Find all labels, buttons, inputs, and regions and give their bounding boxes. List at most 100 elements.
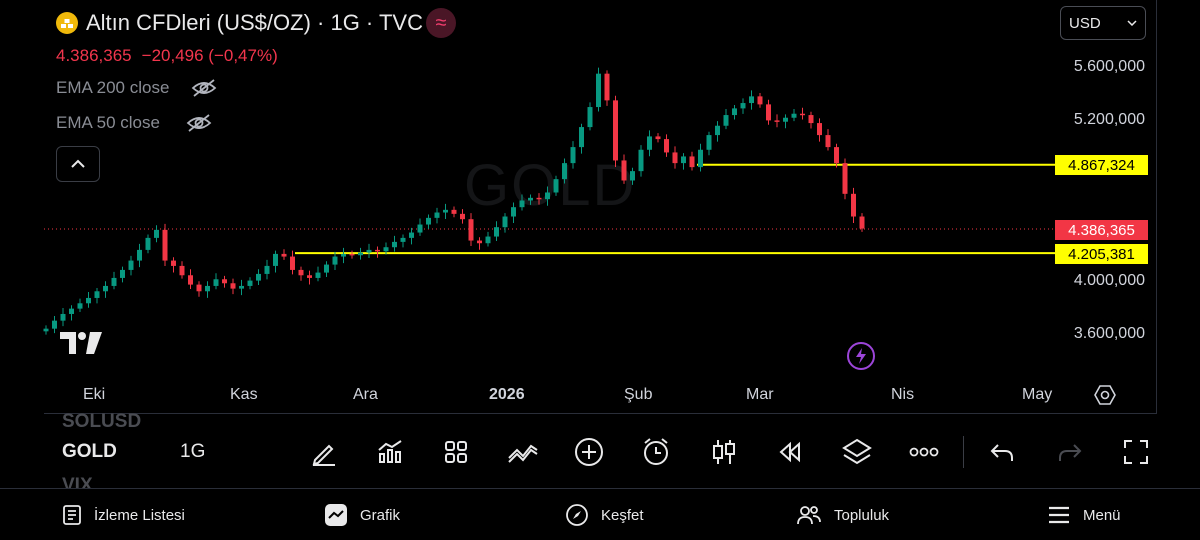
candle-body <box>43 328 49 332</box>
gold-bars-icon <box>56 12 78 34</box>
chart-border <box>44 413 1156 414</box>
candle-body <box>332 256 338 265</box>
undo-icon[interactable] <box>984 434 1020 470</box>
symbol-watermark: GOLD <box>464 153 637 218</box>
candle-body <box>783 117 788 122</box>
candle-body <box>647 136 652 150</box>
x-tick-label: Eki <box>83 386 106 403</box>
interval-selector[interactable]: 1G <box>180 441 206 462</box>
candle-body <box>451 209 457 214</box>
candle-body <box>732 108 737 116</box>
resistance-price-tag: 4.867,324 <box>1055 155 1148 175</box>
candle-body <box>851 193 856 217</box>
candle-body <box>213 279 219 286</box>
candle-body <box>188 275 193 285</box>
nav-community[interactable]: Topluluk <box>796 497 889 533</box>
replay-icon[interactable] <box>772 434 808 470</box>
support-price-tag: 4.205,381 <box>1055 244 1148 264</box>
nav-label: Grafik <box>360 506 401 524</box>
indicators-icon[interactable] <box>372 434 408 470</box>
candle-body <box>273 253 278 266</box>
nav-watchlist[interactable]: İzleme Listesi <box>62 497 185 533</box>
candle-body <box>60 313 66 321</box>
chevron-up-icon <box>71 159 85 168</box>
candle-body <box>553 179 559 193</box>
lightning-icon[interactable] <box>847 342 875 370</box>
candle-body <box>375 249 380 252</box>
candle-body <box>171 260 176 266</box>
candle-body <box>222 279 227 284</box>
candle-body <box>256 273 261 281</box>
candle-type-icon[interactable] <box>706 434 742 470</box>
layers-icon[interactable] <box>839 434 875 470</box>
candle-body <box>689 156 695 168</box>
candle-body <box>655 136 661 140</box>
candle-body <box>315 272 321 278</box>
chart-settings-icon[interactable] <box>1094 384 1116 411</box>
alarm-icon[interactable] <box>638 434 674 470</box>
candle-body <box>740 103 746 109</box>
indicator-label: EMA 50 close <box>56 113 160 132</box>
nav-menu[interactable]: Menü <box>1047 497 1121 533</box>
menu-icon <box>1047 505 1071 525</box>
collapse-indicators-button[interactable] <box>56 146 100 182</box>
candle-body <box>358 252 363 256</box>
candle-body <box>77 303 83 309</box>
candle-body <box>307 275 312 278</box>
candle-body <box>494 227 499 237</box>
y-tick-label: 4.000,000 <box>1073 272 1145 289</box>
wave-icon[interactable]: ≈ <box>426 8 456 38</box>
indicator-ema-200[interactable]: EMA 200 close <box>56 78 217 98</box>
candle-body <box>366 249 372 253</box>
symbol-title[interactable]: Altın CFDleri (US$/OZ) · 1G · TVC <box>86 10 423 35</box>
watchlist-icon <box>62 504 82 526</box>
eye-off-icon[interactable] <box>186 113 212 133</box>
candle-body <box>154 229 159 238</box>
nav-explore[interactable]: Keşfet <box>565 497 644 533</box>
candle-body <box>205 285 210 292</box>
y-tick-label: 5.600,000 <box>1073 58 1145 75</box>
fullscreen-icon[interactable] <box>1118 434 1154 470</box>
candle-body <box>426 217 431 225</box>
candle-body <box>196 284 202 292</box>
eye-off-icon[interactable] <box>191 78 217 98</box>
more-icon[interactable] <box>906 434 942 470</box>
currency-value: USD <box>1069 14 1101 32</box>
candle-body <box>528 197 533 201</box>
add-icon[interactable] <box>571 434 607 470</box>
drawing-pen-icon[interactable] <box>306 434 342 470</box>
candle-body <box>239 285 244 289</box>
candle-body <box>502 216 508 228</box>
currency-select[interactable]: USD <box>1060 6 1146 40</box>
candle-body <box>460 213 465 220</box>
symbol-picker-previous[interactable]: SOLUSD <box>62 411 142 432</box>
chart-border <box>1156 0 1157 414</box>
layout-grid-icon[interactable] <box>438 434 474 470</box>
candle-body <box>137 249 142 261</box>
candle-body <box>596 73 601 108</box>
compass-icon <box>565 503 589 527</box>
candle-body <box>842 163 848 194</box>
candle-body <box>757 96 763 105</box>
redo-icon[interactable] <box>1052 434 1088 470</box>
candle-body <box>630 171 635 181</box>
candle-body <box>145 237 151 250</box>
symbol-picker-next[interactable]: VIX <box>62 475 93 489</box>
compare-icon[interactable] <box>505 434 541 470</box>
candle-body <box>434 212 440 218</box>
x-tick-label: May <box>1022 386 1053 403</box>
candle-body <box>859 216 865 229</box>
nav-label: İzleme Listesi <box>94 506 185 524</box>
candle-body <box>536 197 542 200</box>
candlestick-chart[interactable] <box>0 0 1200 420</box>
nav-label: Topluluk <box>834 506 890 524</box>
toolbar-divider <box>963 436 964 468</box>
candle-body <box>443 209 448 213</box>
tradingview-logo <box>60 330 104 361</box>
nav-chart[interactable]: Grafik <box>324 497 400 533</box>
candle-body <box>774 120 780 122</box>
candle-body <box>247 280 253 286</box>
indicator-ema-50[interactable]: EMA 50 close <box>56 113 212 133</box>
candle-body <box>834 147 839 164</box>
symbol-picker-current[interactable]: GOLD <box>62 441 117 462</box>
